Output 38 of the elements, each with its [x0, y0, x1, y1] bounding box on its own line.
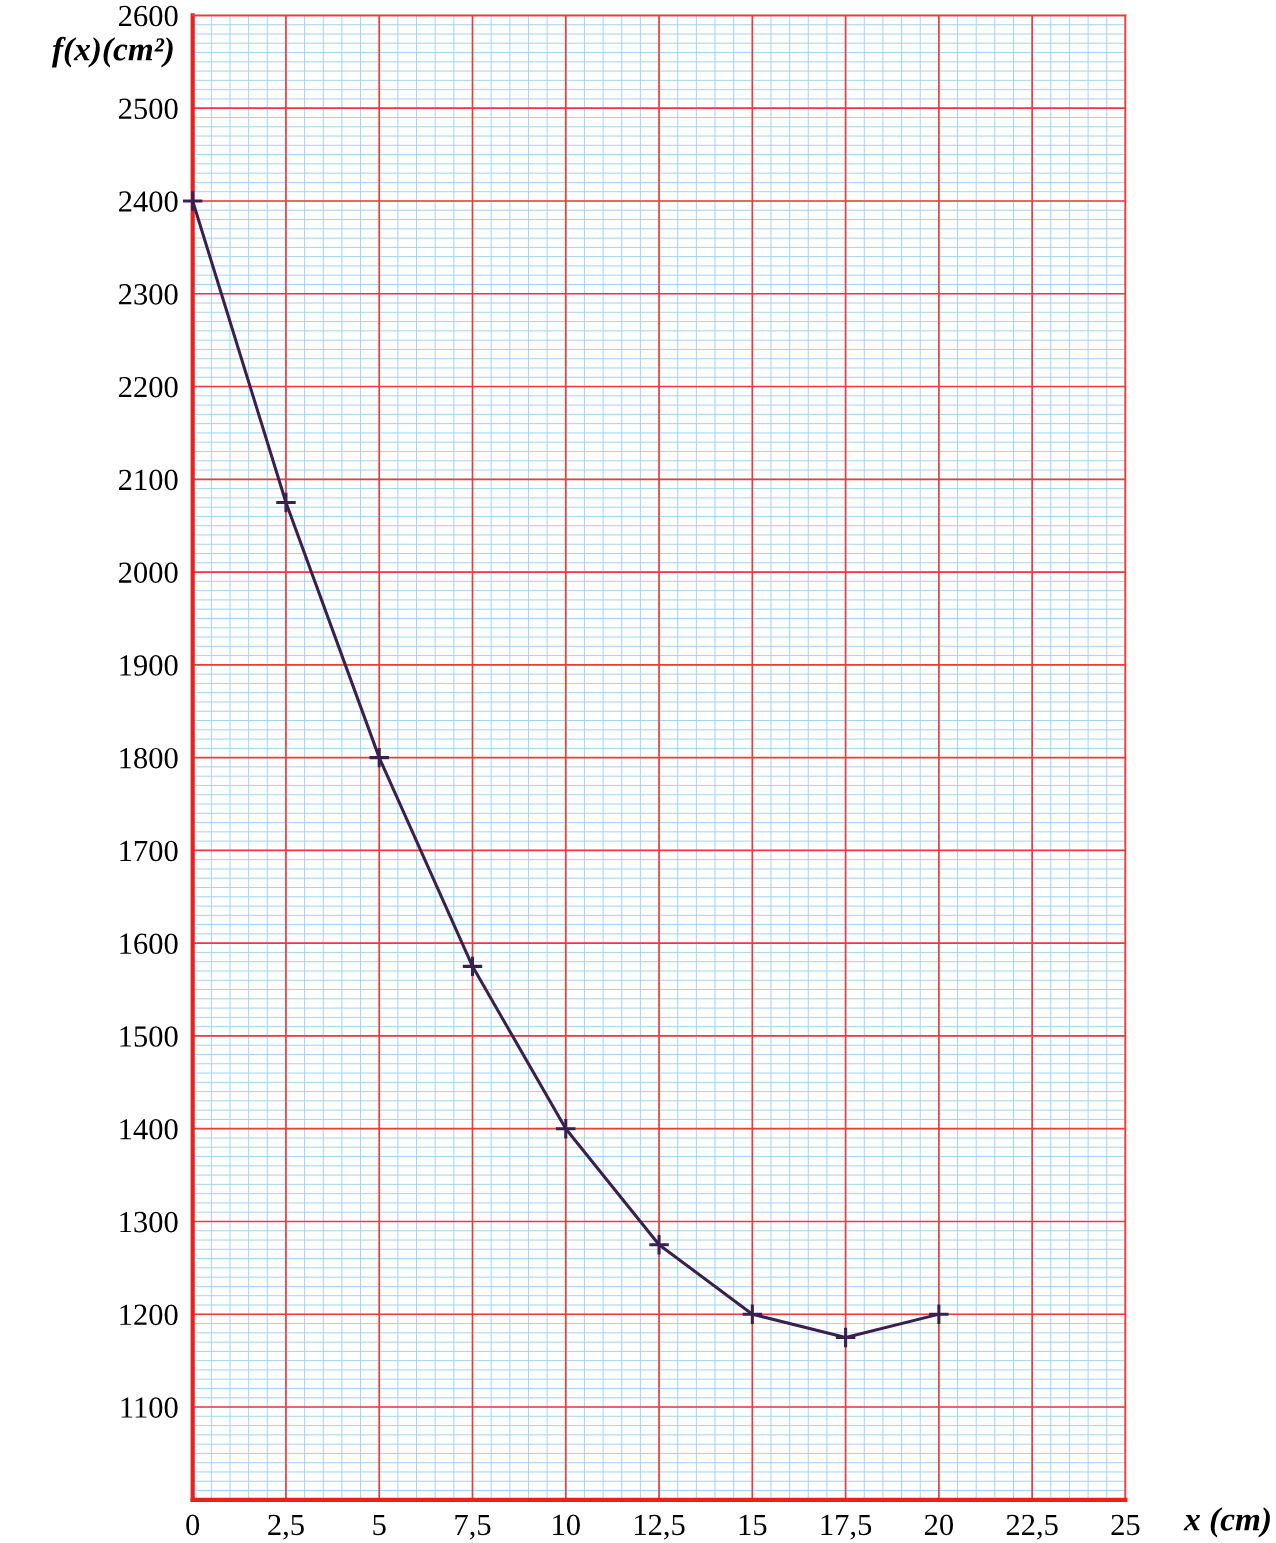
x-tick-label: 12,5 [635, 1514, 685, 1540]
y-tick-label: 1500 [120, 1026, 178, 1047]
y-tick-label: 1100 [121, 1397, 178, 1418]
point [647, 1233, 671, 1256]
x-tick-label: 20 [924, 1514, 953, 1536]
y-tick-label: 2100 [119, 469, 178, 491]
point [834, 1326, 857, 1349]
y-tick-label: 2000 [119, 562, 178, 583]
point [274, 491, 298, 514]
x-tick-label: 22,5 [1006, 1514, 1058, 1540]
point [741, 1303, 764, 1326]
x-tick-label: 2,5 [268, 1514, 304, 1540]
y-tick-label: 1600 [120, 933, 178, 955]
point [927, 1303, 951, 1326]
point [461, 955, 484, 978]
y-axis-title: f(x)(cm²) [51, 36, 173, 68]
y-tick-label: 2400 [119, 191, 178, 212]
point [367, 746, 391, 769]
y-tick-label: 2500 [119, 98, 178, 120]
y-tick-label: 1400 [120, 1118, 178, 1140]
x-tick-label: 10 [553, 1514, 580, 1536]
x-tick-label: 25 [1111, 1514, 1140, 1536]
x-tick-label: 0 [186, 1514, 200, 1536]
y-tick-label: 1800 [120, 747, 178, 769]
point [554, 1117, 578, 1140]
x-axis-title: x (cm) [1183, 1507, 1270, 1538]
x-tick-label: 7,5 [455, 1514, 491, 1540]
x-tick-label: 17,5 [821, 1514, 872, 1540]
point [181, 189, 204, 213]
y-tick-label: 1200 [120, 1304, 178, 1326]
y-tick-label: 1900 [120, 655, 178, 676]
y-tick-label: 2600 [119, 5, 178, 27]
y-tick-label: 1300 [120, 1211, 178, 1233]
y-tick-label: 2300 [119, 284, 178, 305]
x-tick-label: 15 [739, 1514, 767, 1536]
y-tick-label: 2200 [119, 376, 178, 398]
x-tick-label: 5 [373, 1514, 386, 1536]
y-tick-label: 1700 [120, 840, 178, 862]
